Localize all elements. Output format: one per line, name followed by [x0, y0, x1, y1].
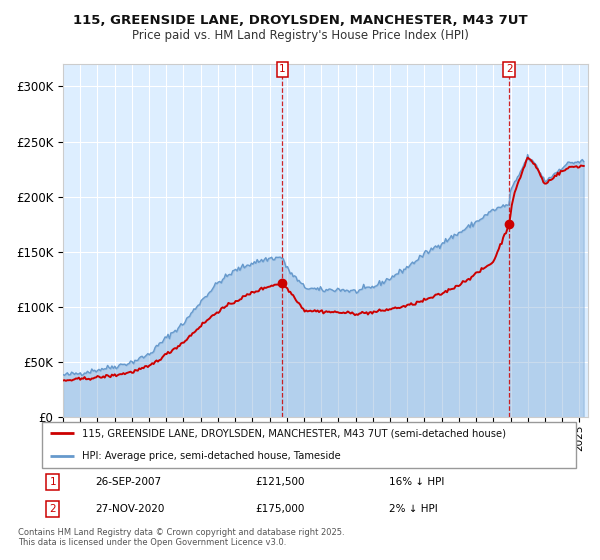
Text: 26-SEP-2007: 26-SEP-2007	[95, 477, 161, 487]
Text: HPI: Average price, semi-detached house, Tameside: HPI: Average price, semi-detached house,…	[82, 451, 341, 461]
Text: £175,000: £175,000	[256, 503, 305, 514]
Text: 2: 2	[506, 64, 512, 74]
Text: 2% ↓ HPI: 2% ↓ HPI	[389, 503, 438, 514]
Text: 16% ↓ HPI: 16% ↓ HPI	[389, 477, 445, 487]
Text: 27-NOV-2020: 27-NOV-2020	[95, 503, 165, 514]
Text: Contains HM Land Registry data © Crown copyright and database right 2025.
This d: Contains HM Land Registry data © Crown c…	[18, 528, 344, 547]
Text: 2: 2	[49, 503, 56, 514]
Text: £121,500: £121,500	[256, 477, 305, 487]
Text: 1: 1	[279, 64, 286, 74]
FancyBboxPatch shape	[42, 422, 576, 468]
Text: 115, GREENSIDE LANE, DROYLSDEN, MANCHESTER, M43 7UT: 115, GREENSIDE LANE, DROYLSDEN, MANCHEST…	[73, 14, 527, 27]
Text: 115, GREENSIDE LANE, DROYLSDEN, MANCHESTER, M43 7UT (semi-detached house): 115, GREENSIDE LANE, DROYLSDEN, MANCHEST…	[82, 428, 506, 438]
Text: Price paid vs. HM Land Registry's House Price Index (HPI): Price paid vs. HM Land Registry's House …	[131, 29, 469, 42]
Text: 1: 1	[49, 477, 56, 487]
